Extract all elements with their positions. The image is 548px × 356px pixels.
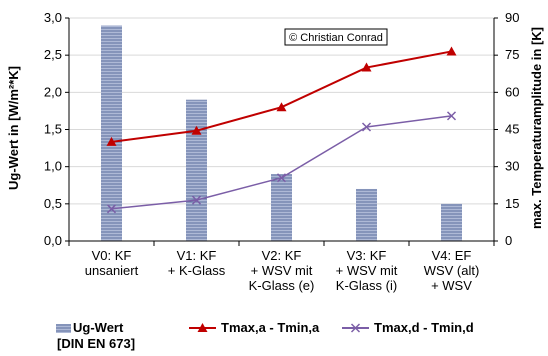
category-label: V2: KF (262, 248, 302, 263)
bar (441, 203, 462, 241)
category-label: K-Glass (e) (249, 278, 315, 293)
category-label: V3: KF (347, 248, 387, 263)
x-marker (350, 323, 361, 333)
x-marker (276, 173, 287, 183)
category-label: + WSV mit (336, 263, 398, 278)
left-axis-title: Ug-Wert in [W/m²*K] (6, 66, 21, 190)
gridlines (69, 17, 494, 205)
triangle-marker (106, 136, 117, 146)
x-marker (106, 204, 117, 214)
series-line (111, 50, 452, 143)
copyright-text: © Christian Conrad (289, 32, 383, 44)
line-series (106, 46, 457, 214)
right-tick-label: 90 (505, 10, 519, 25)
copyright-box: © Christian Conrad (284, 28, 388, 46)
category-label: + K-Glass (168, 263, 226, 278)
right-tick-label: 45 (505, 122, 519, 137)
category-label: WSV (alt) (424, 263, 480, 278)
bar (101, 25, 122, 241)
category-label: + WSV mit (251, 263, 313, 278)
x-marker (446, 111, 457, 121)
category-label: unsaniert (85, 263, 139, 278)
bar (271, 174, 292, 241)
left-tick-label: 2,0 (44, 84, 62, 99)
right-tick-label: 60 (505, 84, 519, 99)
right-axis-title: max. Temperaturamplitude in [K] (529, 27, 544, 229)
triangle-marker (276, 102, 287, 112)
right-tick-label: 15 (505, 196, 519, 211)
left-tick-label: 1,0 (44, 159, 62, 174)
left-axis-ticks: 0,0 0,5 1,0 1,5 2,0 2,5 3,0 (44, 10, 69, 248)
triangle-marker (191, 125, 202, 135)
right-axis-ticks: 0 15 30 45 60 75 90 (494, 10, 519, 248)
category-label: V0: KF (92, 248, 132, 263)
left-tick-label: 1,5 (44, 122, 62, 137)
triangle-marker (197, 323, 208, 332)
bar (356, 188, 377, 241)
left-tick-label: 0,0 (44, 233, 62, 248)
category-label: V4: EF (432, 248, 472, 263)
left-tick-label: 3,0 (44, 10, 62, 25)
left-tick-label: 0,5 (44, 196, 62, 211)
legend-label-bar: [DIN EN 673] (57, 336, 135, 351)
category-label: V1: KF (177, 248, 217, 263)
left-tick-label: 2,5 (44, 47, 62, 62)
right-tick-label: 75 (505, 47, 519, 62)
legend-label-line: Tmax,d - Tmin,d (374, 320, 474, 335)
legend-swatch-bar (56, 324, 71, 333)
triangle-marker (361, 62, 372, 72)
bar (186, 99, 207, 242)
category-label: K-Glass (i) (336, 278, 397, 293)
legend-label-line: Tmax,a - Tmin,a (221, 320, 320, 335)
legend-label-bar: Ug-Wert (73, 320, 124, 335)
legend: Ug-Wert[DIN EN 673] Tmax,a - Tmin,a Tmax,d… (56, 320, 474, 351)
bar-series (101, 25, 462, 242)
right-tick-label: 0 (505, 233, 512, 248)
x-marker (191, 195, 202, 205)
triangle-marker (446, 46, 457, 56)
x-marker (361, 122, 372, 132)
category-label: + WSV (431, 278, 472, 293)
right-tick-label: 30 (505, 159, 519, 174)
